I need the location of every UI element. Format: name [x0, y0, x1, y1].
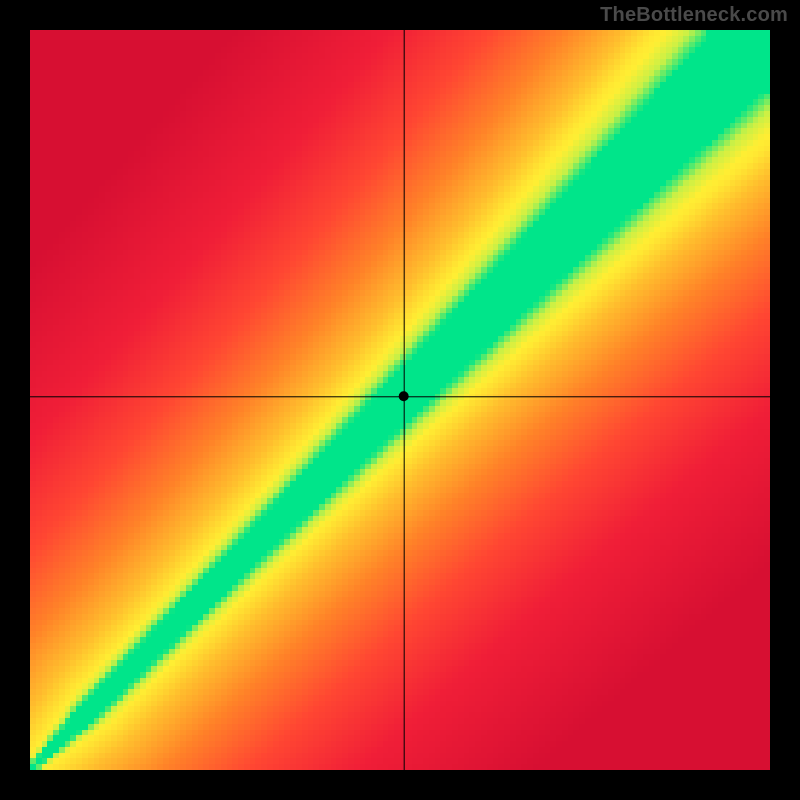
chart-container: TheBottleneck.com: [0, 0, 800, 800]
watermark-text: TheBottleneck.com: [600, 4, 788, 27]
bottleneck-heatmap: [30, 30, 770, 770]
